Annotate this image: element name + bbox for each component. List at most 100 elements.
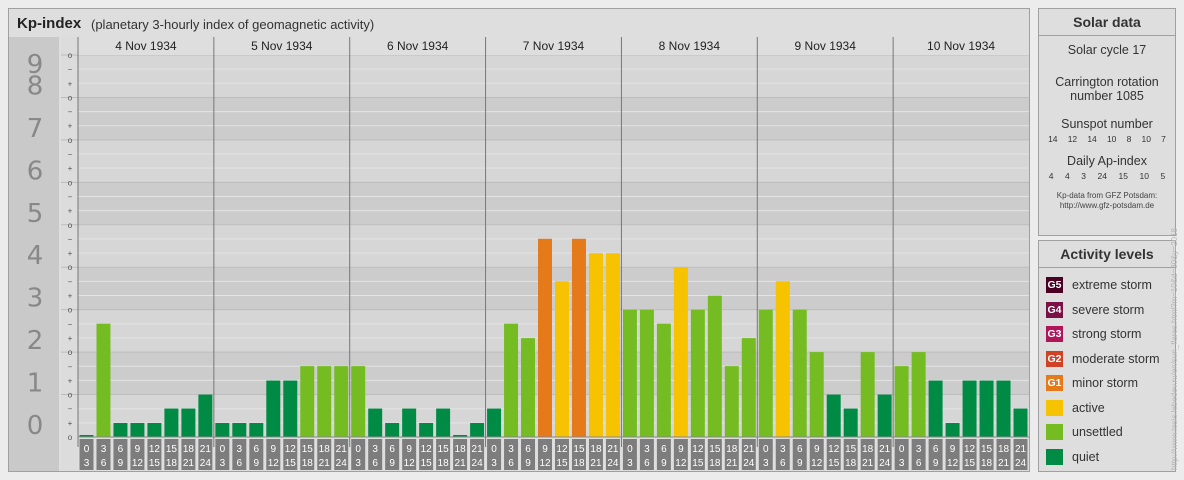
interval-start-label: 0: [355, 444, 361, 455]
minor-mark: +: [68, 164, 73, 173]
interval-start-label: 0: [627, 444, 633, 455]
minor-mark: −: [68, 108, 73, 117]
interval-box: [571, 439, 586, 470]
interval-box: [113, 439, 128, 470]
band-7: [78, 97, 1029, 140]
interval-start-label: 0: [763, 444, 769, 455]
interval-end-label: 3: [84, 458, 90, 469]
interval-start-label: 12: [556, 444, 568, 455]
activity-levels-list: G5 extreme storm G4 severe storm G3 strong st…: [1039, 268, 1175, 469]
day-label: 8 Nov 1934: [659, 39, 721, 53]
interval-box: [792, 439, 807, 470]
interval-start-label: 18: [726, 444, 738, 455]
interval-start-label: 15: [845, 444, 857, 455]
interval-box: [741, 439, 756, 470]
level-item: quiet: [1039, 445, 1175, 470]
interval-start-label: 18: [319, 444, 331, 455]
interval-end-label: 12: [132, 458, 144, 469]
interval-box: [215, 439, 230, 470]
level-label: minor storm: [1072, 376, 1138, 391]
interval-box: [639, 439, 654, 470]
level-swatch: G2: [1045, 349, 1064, 368]
level-item: G1 minor storm: [1039, 371, 1175, 396]
y-tick-label: 8: [27, 71, 44, 101]
solar-data-panel: Solar data Solar cycle 17 Carrington rot…: [1038, 8, 1176, 236]
kp-bar: [741, 338, 756, 437]
ap-value: 15: [1118, 171, 1128, 181]
interval-start-label: 21: [200, 444, 212, 455]
interval-end-label: 12: [268, 458, 280, 469]
day-label: 6 Nov 1934: [387, 39, 449, 53]
kp-bar: [928, 380, 943, 437]
day-label: 5 Nov 1934: [251, 39, 313, 53]
interval-start-label: 6: [797, 444, 803, 455]
band-4: [78, 224, 1029, 268]
interval-box: [555, 439, 569, 470]
interval-start-label: 3: [780, 444, 786, 455]
interval-start-label: 3: [508, 444, 514, 455]
interval-start-label: 21: [1015, 444, 1027, 455]
interval-start-label: 0: [899, 444, 905, 455]
interval-end-label: 18: [709, 458, 721, 469]
interval-box: [758, 439, 773, 470]
kp-bar: [605, 253, 620, 437]
interval-end-label: 3: [627, 458, 633, 469]
interval-box: [979, 439, 994, 470]
interval-start-label: 12: [828, 444, 840, 455]
interval-start-label: 21: [607, 444, 619, 455]
sunspot-value: 12: [1067, 134, 1078, 144]
level-item: unsettled: [1039, 420, 1175, 445]
ap-values: 4 4 3 24 15 10 5: [1039, 168, 1175, 181]
interval-start-label: 9: [542, 444, 548, 455]
interval-box: [911, 439, 926, 470]
level-swatch: [1045, 398, 1064, 417]
interval-box: [317, 439, 332, 470]
minor-mark: +: [68, 334, 73, 343]
interval-box: [538, 439, 552, 470]
level-item: G3 strong storm: [1039, 322, 1175, 347]
interval-box: [368, 439, 383, 470]
y-tick-label: 7: [27, 114, 44, 144]
band-8: [78, 55, 1029, 98]
interval-start-label: 12: [149, 444, 161, 455]
kp-bar: [622, 309, 637, 437]
level-label: quiet: [1072, 449, 1100, 464]
interval-box: [453, 439, 468, 470]
sunspot-value: 10: [1141, 134, 1151, 144]
interval-box: [860, 439, 875, 470]
kp-bar: [962, 380, 977, 437]
minor-mark: o: [68, 93, 73, 102]
interval-end-label: 12: [539, 458, 551, 469]
kp-bar: [385, 422, 400, 437]
band-2: [78, 309, 1029, 353]
kp-bar: [232, 422, 247, 437]
kp-bar: [130, 422, 145, 437]
interval-box: [928, 439, 943, 470]
minor-mark: o: [68, 263, 73, 272]
chart-subtitle: (planetary 3-hourly index of geomagnetic…: [91, 17, 375, 32]
interval-end-label: 24: [879, 458, 891, 469]
kp-bar: [860, 352, 875, 437]
interval-start-label: 12: [285, 444, 297, 455]
kp-bar: [300, 366, 315, 437]
interval-end-label: 3: [491, 458, 497, 469]
interval-box: [266, 439, 281, 470]
kp-bar: [911, 352, 926, 437]
source-link[interactable]: http://www.gfz-potsdam.de: [1059, 201, 1155, 210]
ap-value: 24: [1097, 171, 1107, 181]
interval-end-label: 15: [285, 458, 297, 469]
interval-end-label: 12: [811, 458, 823, 469]
band-5: [78, 182, 1029, 225]
activity-levels-panel: Activity levels G5 extreme storm G4 severe …: [1038, 240, 1176, 472]
interval-end-label: 18: [981, 458, 993, 469]
interval-end-label: 24: [336, 458, 348, 469]
interval-start-label: 6: [661, 444, 667, 455]
interval-end-label: 3: [220, 458, 226, 469]
interval-end-label: 15: [692, 458, 704, 469]
interval-start-label: 15: [573, 444, 585, 455]
interval-start-label: 18: [862, 444, 874, 455]
kp-bar: [504, 323, 519, 437]
minor-mark: −: [68, 277, 73, 286]
interval-end-label: 9: [661, 458, 667, 469]
kp-bar: [164, 408, 179, 437]
